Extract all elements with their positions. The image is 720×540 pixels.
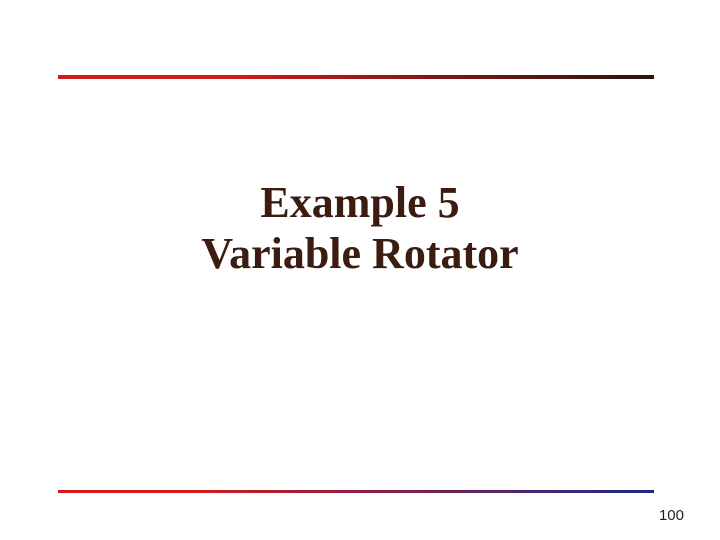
title-line-2: Variable Rotator (0, 229, 720, 280)
title-line-1: Example 5 (0, 178, 720, 229)
slide: Example 5 Variable Rotator 100 (0, 0, 720, 540)
bottom-divider (58, 490, 654, 493)
slide-title-block: Example 5 Variable Rotator (0, 178, 720, 279)
top-divider (58, 75, 654, 79)
page-number: 100 (659, 507, 684, 524)
